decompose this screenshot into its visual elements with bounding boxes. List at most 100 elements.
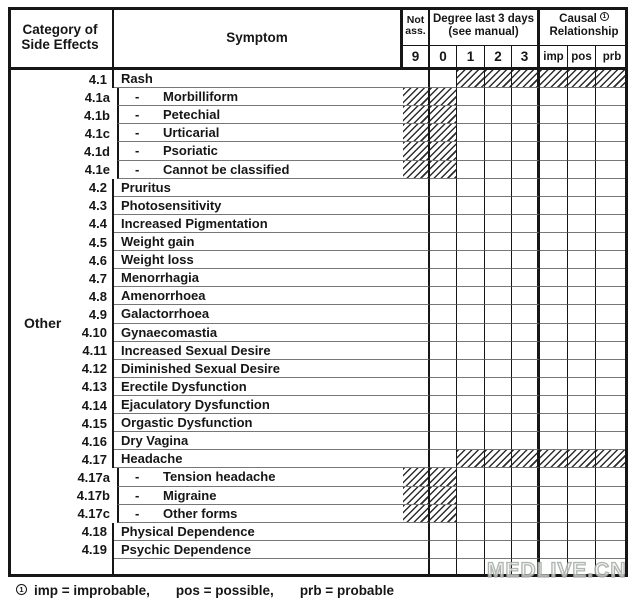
table-row-4.13: 4.13 Erectile Dysfunction [8, 377, 628, 396]
score-cell-pos [568, 504, 596, 523]
score-cell-pos [568, 232, 596, 252]
hatched-cell-9 [403, 124, 430, 143]
causal-line2: Relationship [549, 26, 619, 39]
score-cell-1 [457, 214, 485, 233]
score-cell-1 [457, 522, 485, 541]
score-cell-0 [430, 251, 457, 270]
sub-item-dash: - [135, 505, 140, 521]
category-header-cell: Category of Side Effects [8, 7, 114, 67]
score-cell-2 [485, 468, 512, 487]
score-cell-9 [403, 432, 430, 451]
score-cell-imp [540, 359, 568, 378]
score-cell-2 [485, 522, 512, 541]
score-cell-1 [457, 160, 485, 179]
table-row-empty [8, 558, 628, 578]
score-cell-2 [485, 395, 512, 415]
score-cell-pos [568, 395, 596, 415]
table-row-4.1e: 4.1e - Cannot be classified [8, 160, 628, 179]
score-cell-3 [512, 178, 540, 197]
score-cell-pos [568, 178, 596, 197]
row-number: 4.11 [8, 341, 114, 360]
symptom-label: Increased Pigmentation [121, 215, 268, 231]
degree-header-cell: Degree last 3 days (see manual) [430, 7, 540, 46]
row-number: 4.4 [8, 214, 114, 233]
score-cell-pos [568, 341, 596, 360]
score-cell-prb [596, 179, 628, 197]
score-cell-2 [485, 269, 512, 288]
score-cell-pos [568, 196, 596, 215]
score-header-group: Not ass. Degree last 3 days (see manual)… [403, 7, 628, 67]
score-cell-9 [403, 377, 430, 396]
score-cell-3 [512, 414, 540, 433]
hatched-cell-1 [457, 70, 485, 89]
table-row-4.6: 4.6 Weight loss [8, 251, 628, 270]
table-row-4.1c: 4.1c - Urticarial [8, 124, 628, 143]
score-cell-0 [430, 540, 457, 559]
symptom-label: Menorrhagia [121, 270, 200, 286]
score-cell-3 [512, 124, 540, 143]
score-cell-3 [512, 540, 540, 559]
symptom-label: Urticarial [163, 125, 220, 141]
score-cell-0 [430, 341, 457, 360]
score-cell-2 [485, 88, 512, 107]
score-cell-2 [485, 251, 512, 270]
score-cell-0 [430, 323, 457, 342]
score-cell-0 [430, 196, 457, 215]
score-cell-2 [485, 504, 512, 523]
score-cell-imp [540, 323, 568, 342]
hatched-cell-0 [430, 124, 457, 143]
score-cell-2 [485, 196, 512, 215]
table-row-4.16: 4.16 Dry Vagina [8, 432, 628, 451]
table-row-4.1a: 4.1a - Morbilliform [8, 88, 628, 107]
score-cell-pos [568, 377, 596, 396]
score-cell-pos [568, 486, 596, 505]
symptom-cell: Ejaculatory Dysfunction [114, 396, 403, 415]
score-cell-pos [568, 540, 596, 559]
symptom-cell: - Other forms [117, 504, 403, 523]
score-cell-0 [430, 395, 457, 415]
score-cell-2 [485, 486, 512, 505]
score-cell-2 [485, 432, 512, 451]
score-cell-9 [403, 395, 430, 415]
table-body: 4.1 Rash 4.1a - Morbilliform 4.1b - Petechial 4.… [8, 70, 628, 578]
score-cell-1 [457, 106, 485, 125]
score-cell-imp [540, 196, 568, 215]
table-row-4.9: 4.9 Galactorrhoea [8, 305, 628, 324]
column-label-9: 9 [403, 46, 430, 67]
hatched-cell-0 [430, 106, 457, 125]
table-row-4.17b: 4.17b - Migraine [8, 486, 628, 505]
score-cell-9 [403, 232, 430, 252]
row-number: 4.9 [8, 305, 114, 324]
hatched-cell-2 [485, 450, 512, 469]
hatched-cell-9 [403, 504, 430, 523]
table-row-4.14: 4.14 Ejaculatory Dysfunction [8, 395, 628, 415]
sub-item-dash: - [135, 89, 140, 105]
score-column-labels: 9 0 1 2 3 imp pos prb [403, 46, 628, 67]
row-number: 4.17c [77, 506, 110, 522]
score-cell-imp [540, 558, 568, 578]
score-cell-imp [540, 251, 568, 270]
symptom-cell: - Tension headache [117, 468, 403, 487]
table-row-4.18: 4.18 Physical Dependence [8, 522, 628, 541]
score-cell-pos [568, 432, 596, 451]
score-cell-imp [540, 142, 568, 161]
hatched-cell-0 [430, 486, 457, 505]
symptom-cell: Diminished Sexual Desire [114, 360, 403, 378]
footnote-reference-mark: 1 [599, 12, 609, 22]
score-cell-1 [457, 359, 485, 378]
symptom-label: Photosensitivity [121, 197, 222, 213]
table-row-4.8: 4.8 Amenorrhoea [8, 287, 628, 306]
symptom-label: Orgastic Dysfunction [121, 415, 253, 431]
symptom-label: Headache [121, 451, 183, 467]
score-cell-9 [403, 70, 430, 89]
table-row-4.19: 4.19 Psychic Dependence [8, 540, 628, 559]
table-row-4.17c: 4.17c - Other forms [8, 504, 628, 523]
table-row-4.1b: 4.1b - Petechial [8, 106, 628, 125]
score-cell-1 [457, 414, 485, 433]
score-cell-3 [512, 359, 540, 378]
hatched-cell-9 [403, 160, 430, 179]
score-cell-0 [430, 414, 457, 433]
score-cell-0 [430, 432, 457, 451]
score-cell-imp [540, 178, 568, 197]
symptom-cell: Increased Pigmentation [114, 215, 403, 233]
